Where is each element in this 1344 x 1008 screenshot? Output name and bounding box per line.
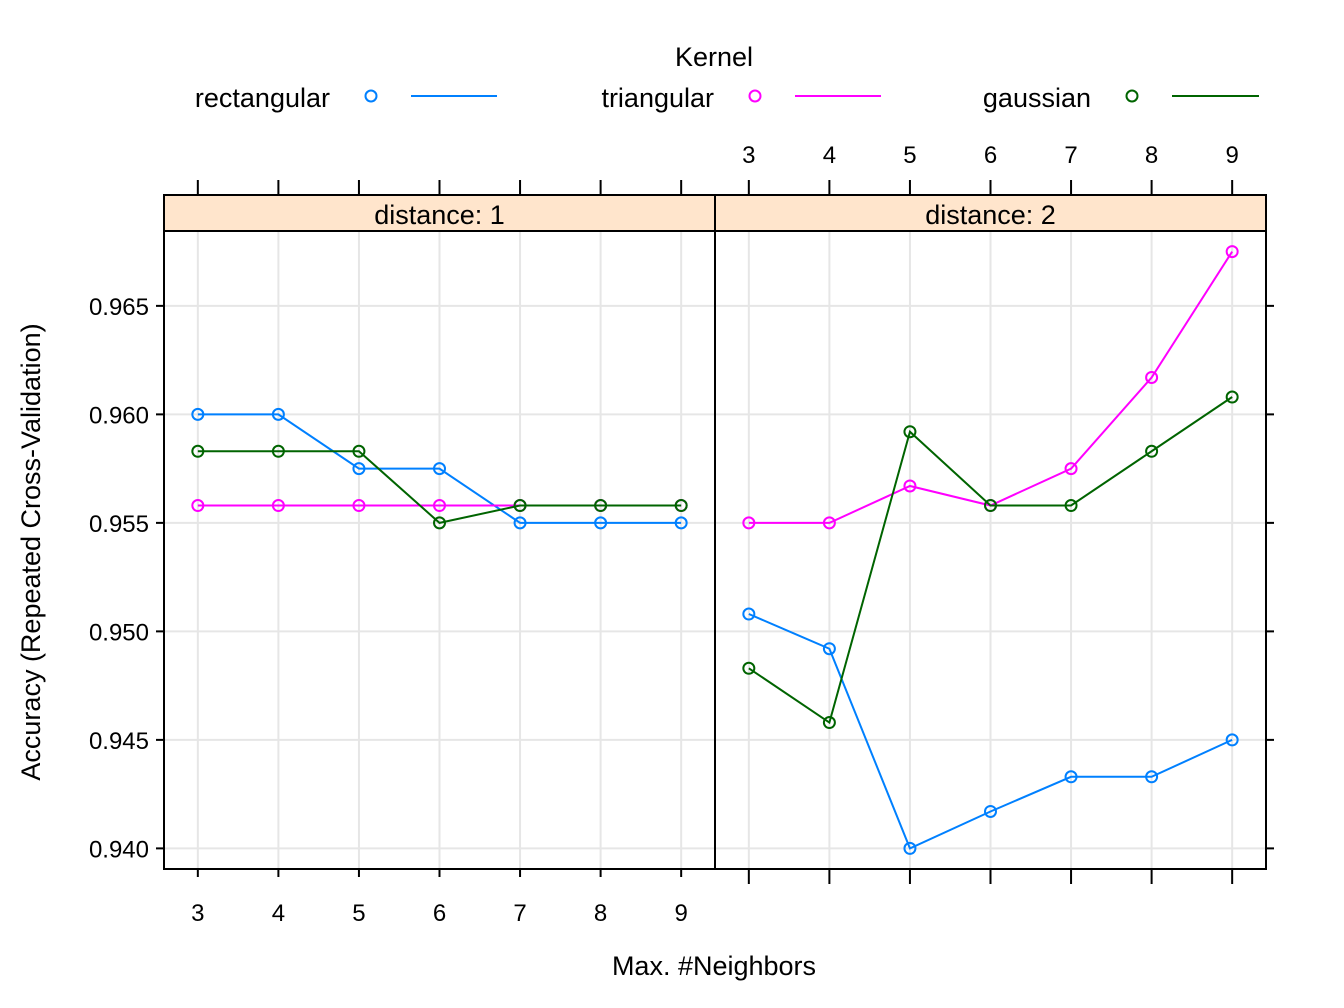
point-triangular-5 (352, 499, 366, 513)
y-tick-label: 0.940 (89, 836, 149, 863)
panel-distance-1: distance: 1 (163, 194, 716, 870)
point-rectangular-3 (742, 607, 756, 621)
x-tick-label-top: 6 (984, 142, 997, 169)
legend-label: gaussian (983, 83, 1091, 113)
point-rectangular-6 (433, 462, 446, 476)
point-gaussian-9 (674, 499, 688, 513)
point-triangular-3 (742, 516, 756, 530)
point-triangular-9 (1225, 245, 1239, 259)
point-gaussian-8 (594, 499, 608, 513)
point-triangular-8 (1145, 370, 1159, 384)
point-gaussian-6 (984, 499, 997, 513)
y-axis-title: Accuracy (Repeated Cross-Validation) (16, 323, 46, 780)
y-tick-label: 0.965 (89, 294, 149, 321)
x-tick-label-bottom: 9 (674, 900, 687, 927)
x-tick-label-bottom: 4 (272, 900, 285, 927)
legend: Kernel rectangular triangular gaussian (195, 42, 1259, 113)
point-triangular-3 (191, 499, 205, 513)
point-rectangular-6 (984, 804, 997, 818)
point-rectangular-4 (822, 642, 836, 656)
series-line-rectangular (197, 413, 682, 524)
point-gaussian-7 (1064, 499, 1078, 513)
x-tick-label-bottom: 5 (352, 900, 365, 927)
panel-strip-label: distance: 2 (925, 200, 1056, 230)
point-gaussian-5 (903, 425, 917, 439)
x-tick-label-top: 8 (1145, 142, 1158, 169)
y-tick-label: 0.950 (89, 619, 149, 646)
point-rectangular-3 (191, 407, 205, 421)
x-tick-label-top: 7 (1064, 142, 1077, 169)
point-triangular-6 (433, 499, 446, 513)
legend-marker (364, 89, 378, 103)
point-rectangular-7 (1064, 770, 1078, 784)
point-triangular-4 (271, 499, 285, 513)
point-gaussian-7 (513, 499, 527, 513)
point-rectangular-4 (271, 407, 285, 421)
legend-label: triangular (601, 83, 714, 113)
point-gaussian-3 (742, 661, 756, 675)
x-tick-label-bottom: 7 (513, 900, 526, 927)
x-tick-label-top: 4 (823, 142, 836, 169)
point-gaussian-6 (433, 516, 446, 530)
point-gaussian-8 (1145, 444, 1159, 458)
series-line-gaussian (197, 450, 682, 524)
y-tick-label: 0.955 (89, 511, 149, 538)
legend-label: rectangular (195, 83, 330, 113)
point-gaussian-5 (352, 444, 366, 458)
x-axis-title: Max. #Neighbors (612, 951, 816, 981)
series-line-gaussian (748, 396, 1233, 725)
point-triangular-7 (1064, 462, 1078, 476)
point-triangular-5 (903, 479, 917, 493)
point-gaussian-4 (822, 716, 836, 730)
legend-item-gaussian: gaussian (983, 83, 1259, 113)
point-rectangular-8 (594, 516, 608, 530)
legend-item-triangular: triangular (601, 83, 881, 113)
legend-title: Kernel (675, 42, 753, 72)
y-tick-label: 0.960 (89, 402, 149, 429)
series-line-rectangular (748, 613, 1233, 850)
panel-distance-2: distance: 2 (714, 194, 1267, 870)
point-gaussian-9 (1225, 390, 1239, 404)
legend-marker (1125, 89, 1139, 103)
x-tick-label-top: 5 (903, 142, 916, 169)
point-rectangular-8 (1145, 770, 1159, 784)
x-tick-label-bottom: 8 (594, 900, 607, 927)
x-tick-label-bottom: 6 (433, 900, 446, 927)
legend-item-rectangular: rectangular (195, 83, 497, 113)
point-rectangular-9 (1225, 733, 1239, 747)
panel-strip-label: distance: 1 (374, 200, 505, 230)
legend-marker (748, 89, 762, 103)
y-tick-label: 0.945 (89, 728, 149, 755)
point-rectangular-5 (352, 462, 366, 476)
point-rectangular-7 (513, 516, 527, 530)
point-rectangular-5 (903, 841, 917, 855)
point-triangular-4 (822, 516, 836, 530)
point-rectangular-9 (674, 516, 688, 530)
axes: 0.940 0.945 0.950 0.955 0.960 0.965 3 4 5 6 7 8 9 3 4 5… (89, 142, 1274, 927)
x-tick-label-bottom: 3 (191, 900, 204, 927)
x-tick-label-top: 3 (742, 142, 755, 169)
point-gaussian-3 (191, 444, 205, 458)
point-gaussian-4 (271, 444, 285, 458)
x-tick-label-top: 9 (1225, 142, 1238, 169)
